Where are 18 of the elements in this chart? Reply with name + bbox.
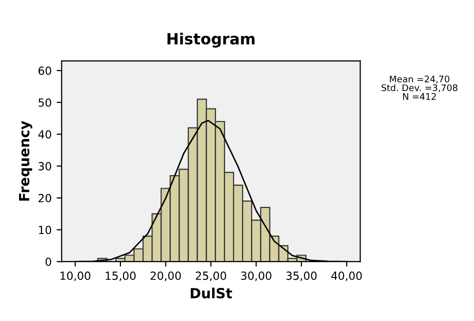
text: Mean =24,70 Std. Dev. =3,708 N =412 — [382, 76, 458, 100]
y-tick-label: 20 — [38, 194, 52, 202]
x-axis-title: DulSt — [190, 288, 232, 298]
y-tick-label: 30 — [38, 162, 52, 170]
y-tick-label: 50 — [38, 98, 52, 107]
x-tick-label: 15,00 — [106, 272, 136, 282]
x-tick-label: 30,00 — [241, 272, 272, 282]
x-tick-label: 20,00 — [150, 272, 181, 282]
chart-title: Histogram — [168, 32, 255, 48]
y-tick-label: 0 — [46, 258, 52, 266]
y-tick-label: 10 — [38, 226, 52, 234]
y-axis-title: Frequency — [19, 120, 32, 201]
x-tick-label: 40,00 — [331, 272, 362, 282]
y-tick-label: 40 — [38, 130, 52, 139]
y-tick-label: 60 — [38, 66, 52, 75]
x-tick-label: 10,00 — [60, 272, 90, 282]
x-tick-label: 25,00 — [196, 272, 226, 282]
x-tick-label: 35,00 — [286, 272, 317, 282]
